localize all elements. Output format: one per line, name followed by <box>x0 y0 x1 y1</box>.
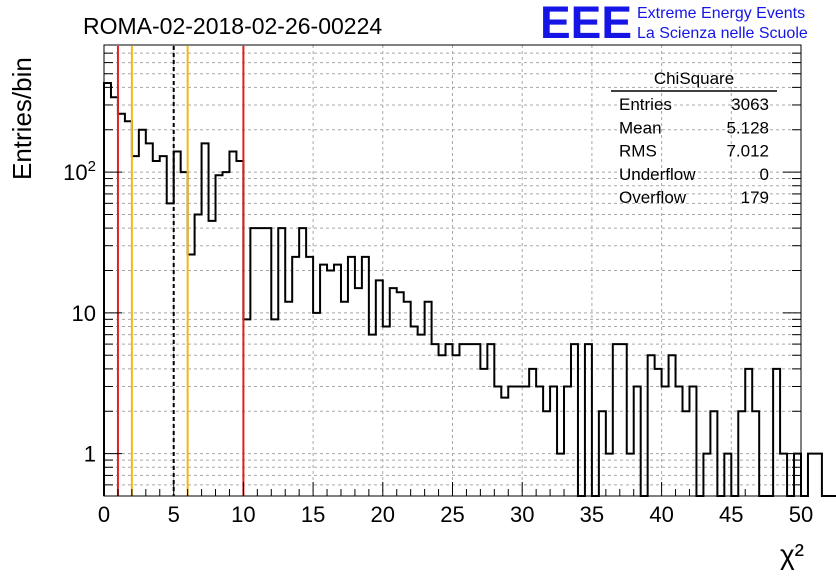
histogram-bin <box>299 228 306 496</box>
stats-value: 5.128 <box>726 118 769 137</box>
histogram-bin <box>808 454 815 496</box>
vertical-lines-layer <box>116 46 245 496</box>
histogram-bin <box>439 355 446 496</box>
logo-line-1: Extreme Energy Events <box>637 5 805 22</box>
histogram-bin <box>459 344 466 496</box>
histogram-bin <box>480 369 487 496</box>
histogram-bin <box>529 369 536 496</box>
eee-logo: EEE Extreme Energy Events La Scienza nel… <box>540 0 808 48</box>
histogram-bin <box>613 344 620 496</box>
x-tick-label: 50 <box>789 502 813 527</box>
y-tick-label: 1 <box>84 442 96 467</box>
histogram-bin <box>418 335 425 496</box>
histogram-bin <box>487 344 494 496</box>
chart-title: ROMA-02-2018-02-26-00224 <box>83 13 382 39</box>
histogram-layer <box>103 81 836 497</box>
x-tick-label: 20 <box>371 502 395 527</box>
stats-value: 179 <box>741 188 769 207</box>
histogram-bin <box>689 386 696 496</box>
histogram-bin <box>209 221 216 496</box>
histogram-bin <box>669 355 676 496</box>
histogram-bin <box>745 369 752 496</box>
x-tick-label: 10 <box>231 502 255 527</box>
histogram-bin <box>432 344 439 496</box>
histogram-bin <box>313 313 320 496</box>
histogram-bin <box>125 121 132 496</box>
histogram-bin <box>508 386 515 496</box>
histogram-bin <box>257 228 264 496</box>
x-tick-label: 35 <box>580 502 604 527</box>
histogram-bin <box>676 386 683 496</box>
stats-label: Entries <box>619 95 672 114</box>
histogram-outline <box>103 81 836 497</box>
histogram-bin <box>634 386 641 496</box>
stats-value: 3063 <box>731 95 769 114</box>
x-tick-label: 0 <box>98 502 110 527</box>
histogram-bin <box>153 161 160 496</box>
histogram-bin <box>320 265 327 496</box>
histogram-bin <box>773 369 780 496</box>
histogram-bin <box>571 344 578 496</box>
stats-value: 0 <box>760 165 769 184</box>
stats-name: ChiSquare <box>654 69 734 88</box>
y-axis-label: Entries/bin <box>7 57 37 180</box>
histogram-bin <box>397 292 404 496</box>
histogram-bin <box>250 228 257 496</box>
histogram-bin <box>453 355 460 496</box>
histogram-bin <box>620 344 627 496</box>
y-tick-label: 102 <box>63 158 96 185</box>
x-tick-label: 5 <box>168 502 180 527</box>
x-tick-label: 40 <box>649 502 673 527</box>
histogram-bin <box>369 335 376 496</box>
grid-layer <box>104 45 801 496</box>
histogram-bin <box>118 114 125 496</box>
histogram-bin <box>236 161 243 496</box>
histogram-bin <box>264 228 271 496</box>
y-tick-label: 10 <box>72 301 96 326</box>
histogram-bin <box>243 319 250 496</box>
stats-rows: Entries 3063 Mean 5.128 RMS 7.012 Underflow 0 Ov… <box>619 95 769 207</box>
histogram-bin <box>181 172 188 496</box>
stats-label: Underflow <box>619 165 696 184</box>
histogram-bin <box>327 271 334 497</box>
histogram-bin <box>104 83 111 496</box>
histogram-bin <box>216 175 223 496</box>
x-axis-label: χ² <box>780 539 804 570</box>
histogram-bin <box>466 344 473 496</box>
x-tick-label: 25 <box>440 502 464 527</box>
x-tick-label: 45 <box>719 502 743 527</box>
stats-box: ChiSquare Entries 3063 Mean 5.128 RMS 7.012 Un… <box>611 69 777 207</box>
histogram-bin <box>550 386 557 496</box>
histogram-bin <box>536 386 543 496</box>
histogram-bin <box>271 319 278 496</box>
histogram-bin <box>167 203 174 496</box>
stats-label: RMS <box>619 142 657 161</box>
stats-label: Overflow <box>619 188 687 207</box>
stats-value: 7.012 <box>726 142 769 161</box>
axis-layer: 0 5 10 15 20 25 30 35 40 45 50 1 10 102 <box>63 44 813 527</box>
x-tick-label: 15 <box>301 502 325 527</box>
histogram-bin <box>278 228 285 496</box>
histogram-bin <box>515 386 522 496</box>
histogram-bin <box>564 386 571 496</box>
histogram-bin <box>473 344 480 496</box>
logo-line-2: La Scienza nelle Scuole <box>637 25 808 42</box>
histogram-bin <box>655 369 662 496</box>
x-tick-label: 30 <box>510 502 534 527</box>
histogram-bin <box>494 386 501 496</box>
histogram-bin <box>522 386 529 496</box>
histogram-bin <box>815 454 822 496</box>
histogram-bin <box>334 265 341 496</box>
histogram-bin <box>585 344 592 496</box>
stats-label: Mean <box>619 118 662 137</box>
histogram-bin <box>662 386 669 496</box>
histogram-bin <box>446 344 453 496</box>
histogram-bin <box>501 398 508 496</box>
histogram-bin <box>111 97 118 496</box>
histogram-bin <box>648 355 655 496</box>
histogram-bin <box>222 172 229 496</box>
logo-text: EEE <box>540 0 632 48</box>
